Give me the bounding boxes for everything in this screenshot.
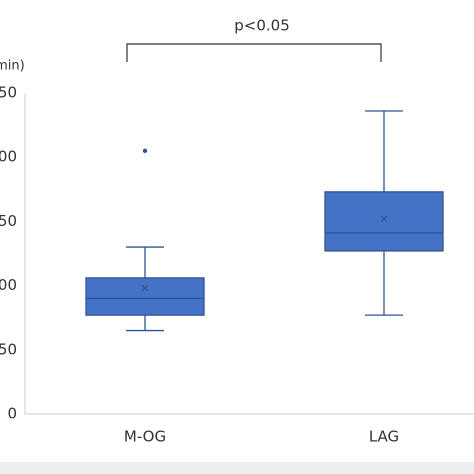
y-axis-label: (min): [0, 59, 25, 74]
y-tick-label: 150: [0, 212, 17, 230]
y-tick-label: 250: [0, 84, 17, 102]
footer-band: [0, 462, 474, 474]
box: [324, 191, 444, 252]
mean-marker: [380, 215, 388, 223]
x-tick-label: M-OG: [124, 428, 166, 446]
annotation: p<0.05: [234, 17, 290, 35]
significance-bracket: [126, 43, 382, 62]
mean-marker: [141, 284, 149, 292]
y-tick-label: 0: [7, 405, 17, 423]
box: [85, 277, 205, 316]
y-tick-label: 200: [0, 148, 17, 166]
y-tick-label: 100: [0, 276, 17, 294]
y-tick-label: 50: [0, 340, 17, 358]
outlier: [142, 148, 148, 153]
x-tick-label: LAG: [369, 428, 399, 446]
